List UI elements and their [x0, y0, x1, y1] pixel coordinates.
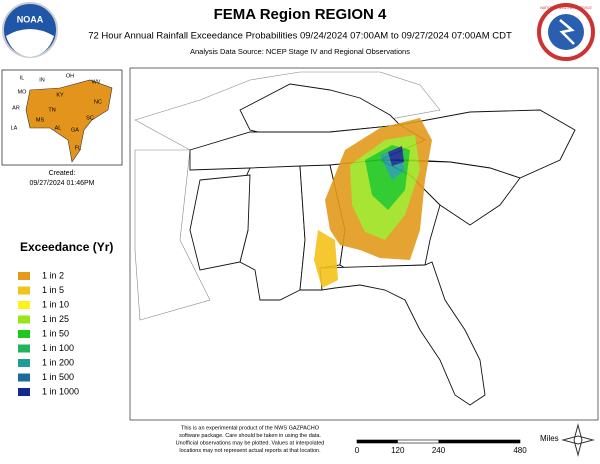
legend-label: 1 in 2 [42, 270, 64, 280]
inset-label: AR [12, 105, 20, 111]
legend-label: 1 in 25 [42, 314, 69, 324]
inset-map: IL IN OH WV KY TN NC SC GA AL MS AR LA FL MO [1, 69, 123, 166]
inset-label: TN [48, 107, 55, 113]
legend-title: Exceedance (Yr) [20, 240, 113, 254]
inset-label: FL [75, 145, 81, 151]
legend-swatch [18, 388, 30, 396]
inset-label: NC [94, 99, 102, 105]
inset-label: MS [36, 117, 45, 123]
main-map [129, 67, 599, 421]
legend-swatch [18, 286, 30, 295]
inset-label: AL [55, 125, 62, 131]
inset-label: MO [18, 89, 28, 95]
compass [561, 423, 595, 457]
created-label: Created: [49, 170, 76, 177]
nws-logo: NATIONAL WEATHER SERVICE [537, 3, 595, 61]
scale-segment [438, 440, 520, 443]
legend-swatch [18, 359, 30, 367]
inset-label: IL [20, 75, 25, 81]
legend-label: 1 in 500 [42, 372, 74, 382]
inset-label: LA [11, 125, 18, 131]
legend-label: 1 in 5 [42, 285, 64, 295]
inset-label: KY [56, 92, 64, 98]
inset-label: OH [66, 73, 74, 79]
noaa-logo: NOAA [2, 2, 58, 58]
disclaimer-line: Unofficial observations may be plotted. … [176, 440, 325, 446]
disclaimer-line: software package. Care should be taken i… [179, 433, 321, 439]
legend-swatch [18, 330, 30, 338]
legend-label: 1 in 1000 [42, 386, 79, 396]
legend-label: 1 in 10 [42, 299, 69, 309]
scale-tick-label: 120 [391, 446, 405, 455]
inset-label: WV [92, 79, 101, 85]
nws-text: NATIONAL WEATHER SERVICE [540, 6, 592, 10]
inset-label: GA [71, 127, 79, 133]
legend-swatch [18, 315, 30, 324]
legend-swatch [18, 373, 30, 382]
scale-tick-label: 480 [513, 446, 527, 455]
legend-swatch [18, 344, 30, 353]
disclaimer-line: This is an experimental product of the N… [181, 425, 320, 431]
disclaimer-line: locations may not represent actual repor… [179, 448, 321, 454]
legend-label: 1 in 100 [42, 343, 74, 353]
scale-segment [357, 440, 398, 443]
legend-label: 1 in 50 [42, 328, 69, 338]
source: Analysis Data Source: NCEP Stage IV and … [190, 47, 410, 56]
created-time: 09/27/2024 01:46PM [30, 180, 95, 187]
scale-tick-label: 0 [355, 446, 360, 455]
legend-swatch [18, 301, 30, 309]
scale-unit: Miles [540, 434, 559, 443]
title: FEMA Region REGION 4 [214, 6, 387, 23]
subtitle: 72 Hour Annual Rainfall Exceedance Proba… [88, 31, 512, 42]
scale-tick-label: 240 [432, 446, 446, 455]
legend-label: 1 in 200 [42, 357, 74, 367]
legend-swatch [18, 272, 30, 280]
noaa-text: NOAA [17, 14, 44, 24]
inset-label: SC [86, 115, 94, 121]
inset-label: IN [39, 77, 45, 83]
